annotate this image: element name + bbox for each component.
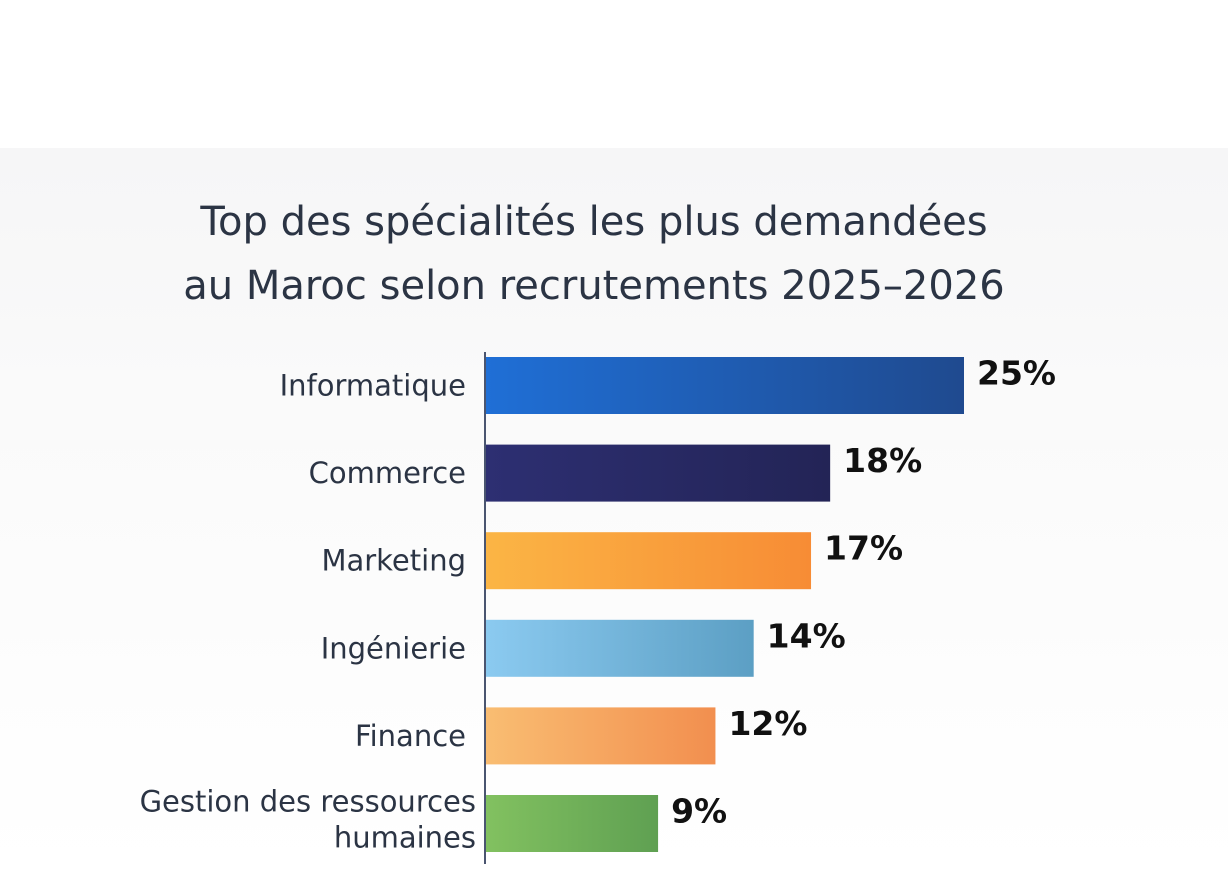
category-label-marketing: Marketing <box>321 544 466 578</box>
bar-marketing <box>486 532 812 590</box>
bar-finance <box>486 707 716 765</box>
bar-ingenierie <box>486 619 754 677</box>
category-label-gestion-des-ressources-humaines: Gestion des ressources humaines <box>140 785 476 855</box>
value-label-informatique: 25% <box>977 354 1056 393</box>
bars-group: Informatique 25% Commerce 18% Marketing 17% In… <box>140 354 1056 855</box>
category-label-line: humaines <box>334 821 476 855</box>
category-label-commerce: Commerce <box>309 456 466 490</box>
category-label-finance: Finance <box>355 719 466 753</box>
category-label-line: Gestion des ressources <box>140 785 476 819</box>
bar-gestion-des-ressources-humaines <box>486 795 659 852</box>
value-label-finance: 12% <box>728 704 807 743</box>
value-label-ingenierie: 14% <box>767 616 846 655</box>
category-label-ingenierie: Ingénierie <box>321 631 466 665</box>
value-label-marketing: 17% <box>824 529 903 568</box>
chart-title-line-2: au Maroc selon recrutements 2025–2026 <box>183 263 1005 309</box>
bar-commerce <box>486 444 831 502</box>
value-label-commerce: 18% <box>843 441 922 480</box>
value-label-gestion-des-ressources-humaines: 9% <box>671 792 727 831</box>
category-label-informatique: Informatique <box>280 369 466 403</box>
chart-title: Top des spécialités les plus demandées a… <box>0 190 1188 318</box>
chart-title-line-1: Top des spécialités les plus demandées <box>200 199 988 245</box>
bar-informatique <box>486 357 964 414</box>
